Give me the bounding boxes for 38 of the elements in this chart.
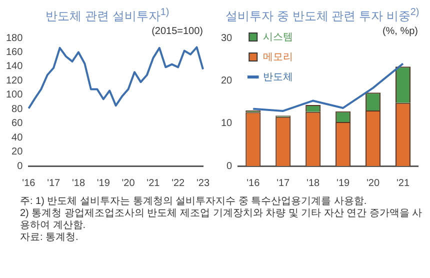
text: 자료: 통계청. xyxy=(20,232,80,244)
y-tick-label: 100 xyxy=(6,90,24,101)
y-tick-label: 140 xyxy=(6,61,24,72)
x-tick-label: '22 xyxy=(172,178,186,189)
x-tick-label: '20 xyxy=(122,178,136,189)
x-tick-label: '16 xyxy=(246,178,260,189)
y-tick-label: 20 xyxy=(12,146,24,158)
x-tick-label: '16 xyxy=(22,178,36,189)
legend-label: 메모리 xyxy=(263,52,294,63)
x-tick-label: '17 xyxy=(276,178,290,189)
y-tick-label: 0 xyxy=(226,160,233,172)
x-tick-label: '21 xyxy=(396,178,410,189)
y-tick-label: 60 xyxy=(12,118,24,130)
y-tick-label: 0 xyxy=(17,160,24,172)
y-tick-label: 10 xyxy=(221,118,233,130)
x-tick-label: '18 xyxy=(306,178,320,189)
y-tick-label: 120 xyxy=(6,75,24,86)
y-tick-label: 20 xyxy=(221,75,233,86)
x-tick-label: '21 xyxy=(146,178,160,189)
x-tick-label: '17 xyxy=(47,178,61,189)
y-tick-label: 160 xyxy=(6,46,24,58)
legend-label: 시스템 xyxy=(263,32,294,43)
y-tick-label: 40 xyxy=(12,132,24,144)
x-tick-label: '19 xyxy=(336,178,350,189)
text: (2015=100) xyxy=(152,26,203,37)
text: (%, %p) xyxy=(382,26,418,37)
x-tick-label: '19 xyxy=(96,178,110,189)
x-tick-label: '23 xyxy=(196,178,210,189)
text: 2) 통계청 광업제조업조사의 반도체 제조업 기계장치와 차량 및 기타 자산 연간 증가액을 사용하여 계산함. xyxy=(20,208,424,232)
y-tick-label: 80 xyxy=(12,104,24,115)
chart-title: 반도체 관련 설비투자$^{1)}$ xyxy=(44,6,170,23)
chart-title: 설비투자 중 반도체 관련 투자 비중$^{2)}$ xyxy=(224,6,420,23)
y-tick-label: 180 xyxy=(6,32,24,44)
x-tick-label: '20 xyxy=(366,178,380,189)
legend-label: 반도체 xyxy=(263,72,294,83)
y-tick-label: 30 xyxy=(221,32,233,44)
text: 주: 1) 반도체 설비투자는 통계청의 설비투자지수 중 특수산업용기계를 사용함. xyxy=(20,196,368,208)
x-tick-label: '18 xyxy=(72,178,86,189)
